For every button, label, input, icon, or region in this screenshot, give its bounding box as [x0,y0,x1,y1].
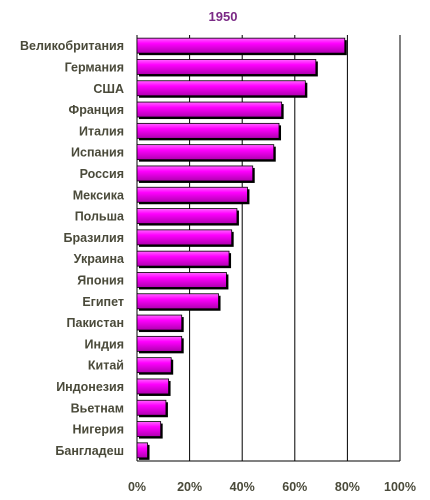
category-label: Великобритания [20,39,124,53]
bar [136,165,254,182]
category-label: Индия [85,337,124,351]
category-label: Германия [65,60,124,74]
x-tick-label: 0% [128,480,146,494]
category-label: Египет [82,295,124,309]
bar [136,378,169,395]
x-tick-label: 20% [177,480,202,494]
category-label: Мексика [73,188,125,202]
category-label: Испания [71,146,124,160]
bar [136,144,275,161]
category-label: Бангладеш [55,444,124,458]
bar [136,357,172,374]
bar [136,314,183,331]
category-label: США [93,82,124,96]
bar [136,101,283,118]
category-label: Россия [80,167,124,181]
bar [136,229,233,246]
bar [136,208,238,224]
bar [136,122,280,139]
chart-title: 1950 [209,9,238,24]
category-label: Польша [75,210,125,224]
bar [136,442,148,459]
bar [136,250,230,267]
bar [136,272,227,288]
x-tick-label: 80% [335,480,360,494]
bar [136,37,346,54]
category-label: Индонезия [56,380,124,394]
bar [136,335,183,352]
x-tick-label: 40% [230,480,255,494]
category-label: Вьетнам [71,401,124,415]
category-label: Китай [88,359,124,373]
category-label: Япония [77,273,124,287]
category-label: Украина [74,252,125,266]
category-label: Франция [69,103,124,117]
x-tick-label: 100% [384,480,416,494]
bar [136,421,162,437]
bar [136,80,306,97]
x-tick-label: 60% [282,480,307,494]
bar [136,59,317,75]
bar [136,399,167,416]
bar [136,186,248,203]
category-label: Бразилия [63,231,124,245]
category-label: Пакистан [67,316,124,330]
category-label: Италия [79,124,124,138]
category-label: Нигерия [73,423,124,437]
bar [136,293,219,310]
